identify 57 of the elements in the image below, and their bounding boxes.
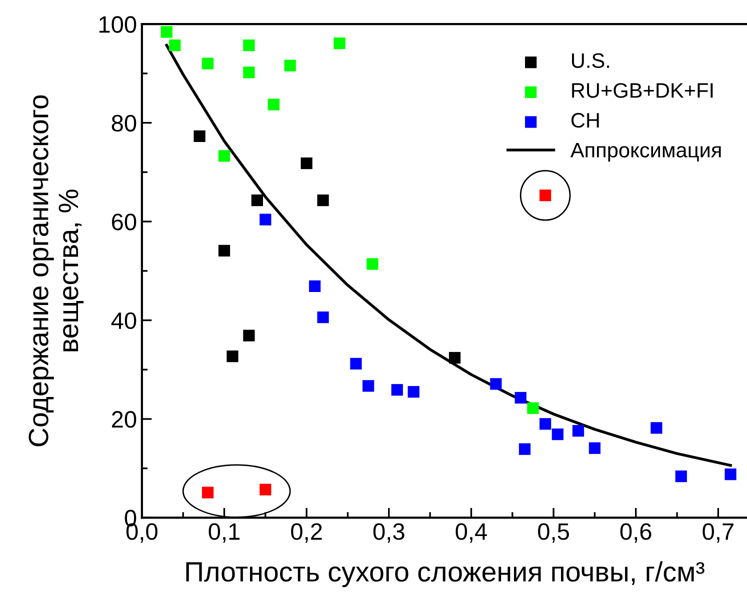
point — [650, 422, 662, 434]
x-tick-label: 0,5 — [538, 523, 569, 543]
point — [218, 244, 230, 256]
point — [350, 358, 362, 370]
point — [724, 468, 736, 480]
point — [260, 214, 272, 226]
y-tick-label: 80 — [112, 114, 136, 132]
point — [334, 38, 346, 50]
y-tick-label: 40 — [111, 312, 136, 330]
legend-label: Аппроксимация — [570, 142, 721, 162]
line-series — [165, 44, 732, 467]
point — [243, 39, 255, 52]
x-tick-label: 0,3 — [373, 523, 404, 543]
legend-label: RU+GB+DK+FI — [572, 83, 713, 98]
point — [260, 484, 272, 496]
point — [202, 486, 214, 498]
point — [408, 386, 420, 398]
point — [202, 58, 214, 70]
y-tick-label: 100 — [99, 16, 136, 33]
point — [391, 384, 403, 396]
y-axis-title: Содержание органического вещества, % — [28, 95, 84, 446]
x-tick-label: 0,4 — [456, 523, 487, 543]
point — [268, 98, 280, 110]
point — [588, 442, 601, 454]
point — [552, 428, 564, 440]
point — [490, 378, 502, 390]
x-tick-label: 0,2 — [291, 523, 322, 543]
point — [366, 258, 378, 270]
y-tick-label: 20 — [112, 411, 136, 428]
point — [362, 380, 374, 392]
x-tick-label: 0,7 — [702, 523, 734, 543]
point — [317, 311, 329, 324]
legend-label: CH — [571, 112, 599, 128]
point — [527, 402, 539, 414]
point — [218, 150, 230, 162]
point — [675, 470, 687, 482]
point — [518, 443, 531, 455]
y-tick-label: 60 — [112, 214, 136, 230]
point — [226, 350, 238, 362]
point — [160, 26, 172, 38]
point — [251, 194, 263, 206]
point — [243, 330, 255, 342]
point — [317, 194, 329, 206]
point — [284, 60, 296, 72]
x-axis-title: Плотность сухого сложения почвы, г/см³ — [186, 561, 704, 588]
point — [572, 425, 584, 437]
x-tick-label: 0,6 — [620, 523, 652, 543]
point — [169, 39, 181, 52]
point — [194, 130, 206, 142]
point — [308, 280, 321, 292]
point — [448, 352, 461, 364]
point — [300, 157, 312, 170]
point — [243, 66, 255, 78]
x-tick-label: 0,1 — [208, 523, 240, 543]
point — [514, 392, 526, 404]
point — [540, 418, 552, 430]
legend-label: U.S. — [572, 53, 610, 68]
